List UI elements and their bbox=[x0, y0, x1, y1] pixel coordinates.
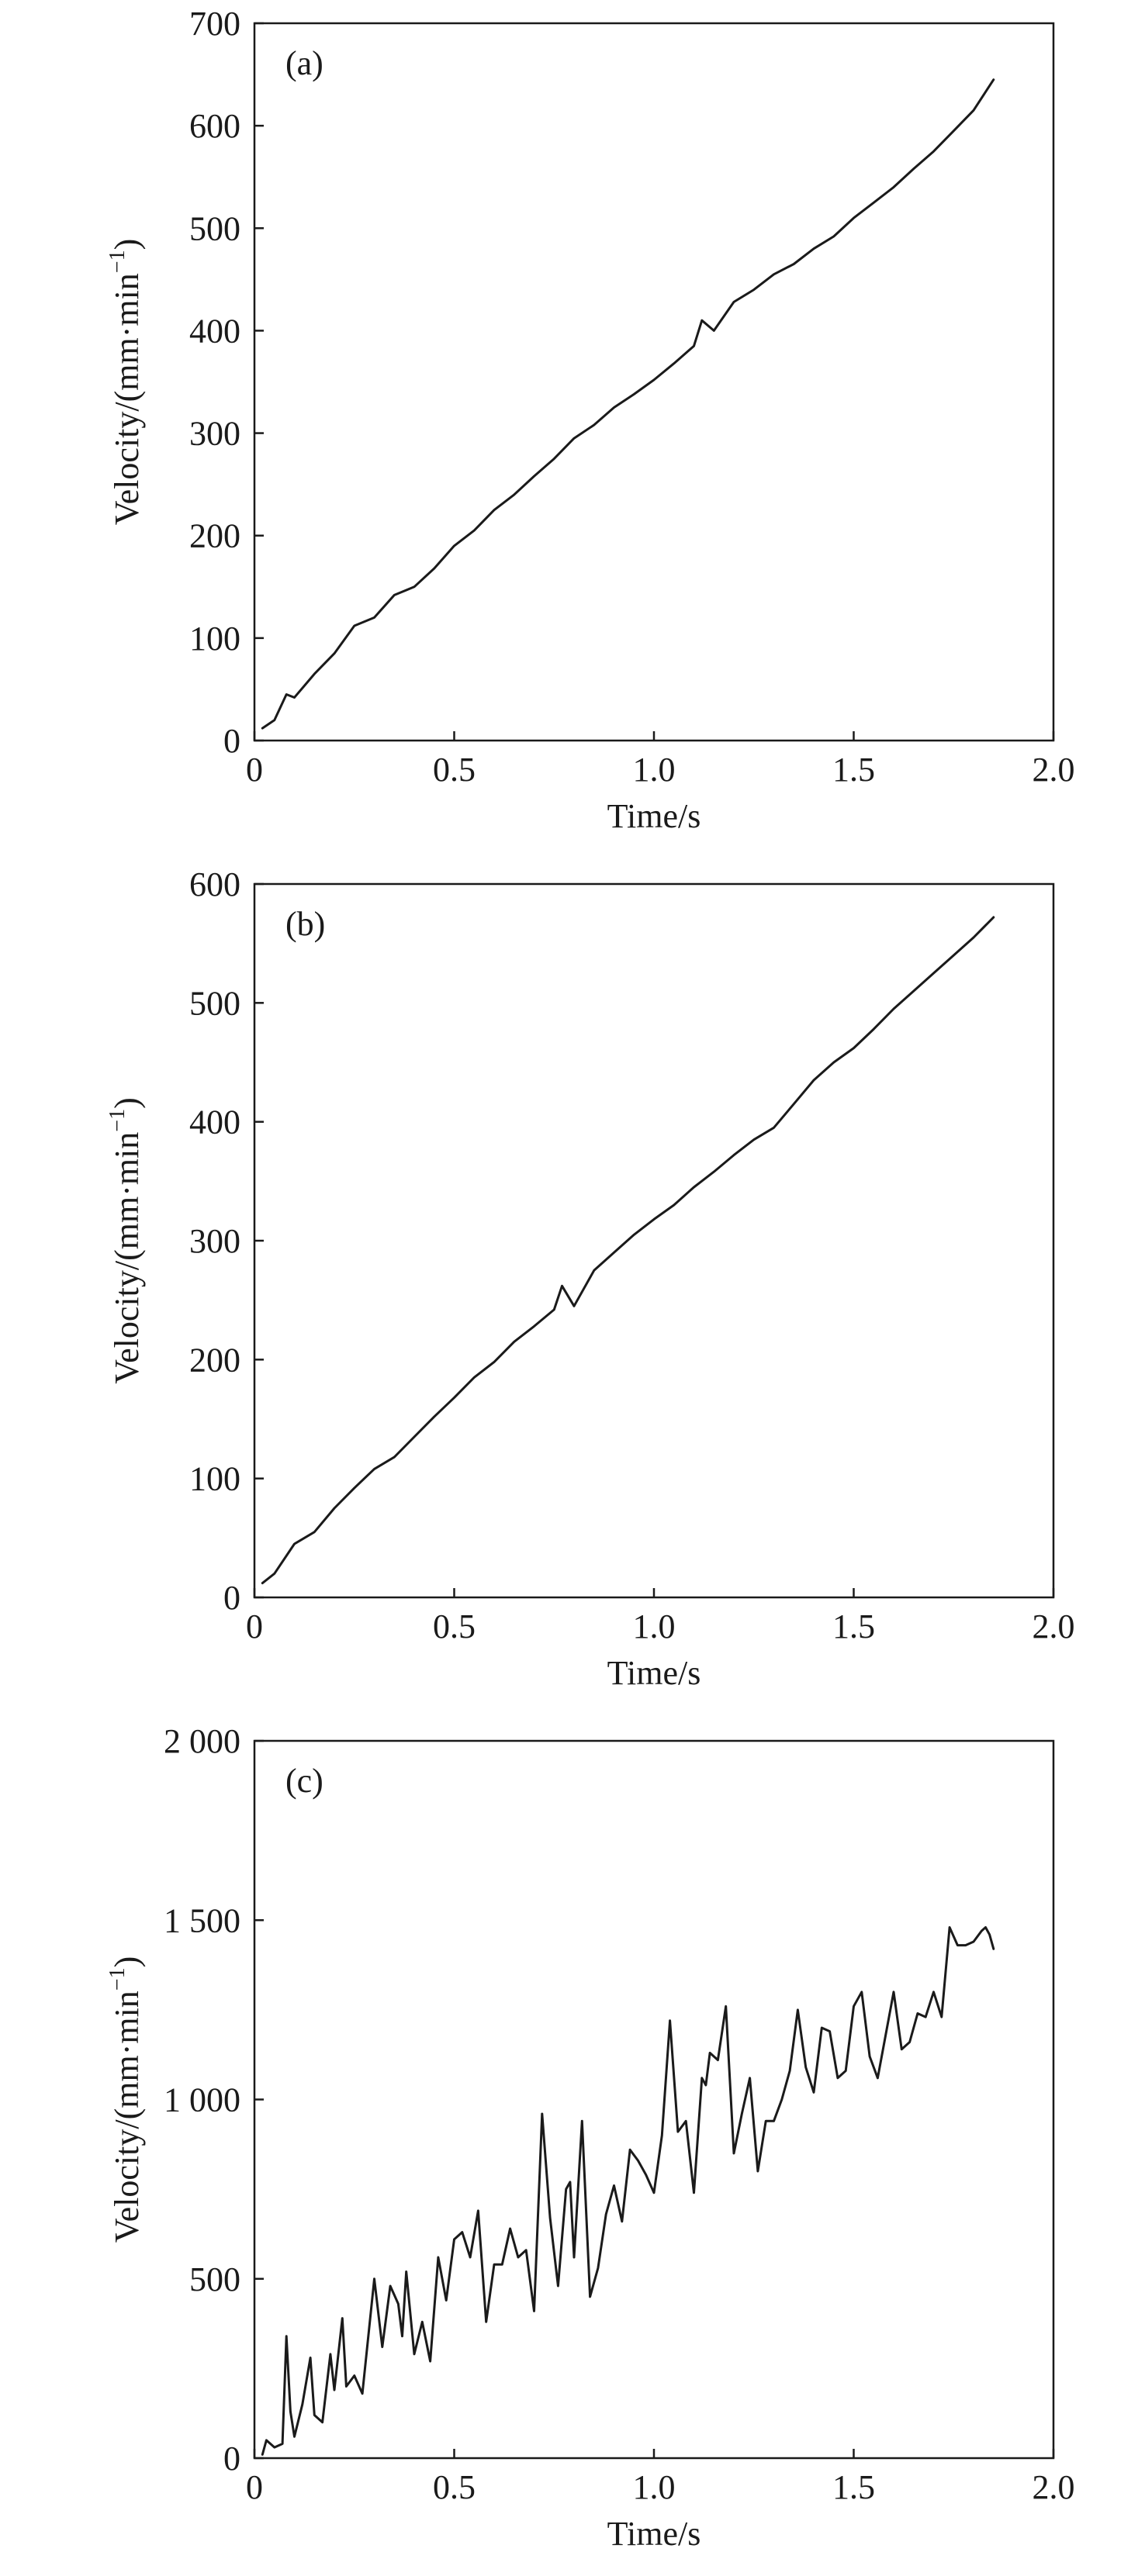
plot-frame bbox=[253, 22, 1055, 742]
y-tick-label: 100 bbox=[189, 620, 240, 658]
y-tick-label: 300 bbox=[189, 1222, 240, 1260]
panels: 0 0.5 1.0 1.5 2.0 0 100 200 300 400 500 600 700 Time/… bbox=[106, 5, 1075, 2553]
y-tick-label: 300 bbox=[189, 415, 240, 453]
chart-panel-1: 0 0.5 1.0 1.5 2.0 0 100 200 300 400 500 600 700 Time/… bbox=[106, 5, 1075, 835]
y-axis-label-sup: −1 bbox=[106, 250, 130, 273]
y-axis-label: Velocity/(mm·min−1) bbox=[106, 1097, 146, 1384]
series-line-1 bbox=[261, 78, 995, 730]
y-tick-label: 1 500 bbox=[164, 1901, 240, 1939]
y-tick-label: 100 bbox=[189, 1460, 240, 1498]
x-tick-label: 1.0 bbox=[633, 751, 676, 789]
y-tick-label: 500 bbox=[189, 2260, 240, 2298]
x-tick-label: 0.5 bbox=[433, 1607, 476, 1645]
x-axis-label: Time/s bbox=[607, 2515, 701, 2553]
y-axis-label-main: Velocity/(mm·min bbox=[108, 273, 146, 525]
y-tick-label: 400 bbox=[189, 1103, 240, 1141]
x-axis-label: Time/s bbox=[607, 1654, 701, 1692]
chart-panel-2: 0 0.5 1.0 1.5 2.0 0 100 200 300 400 500 600 Time/s Ve… bbox=[106, 865, 1075, 1692]
plot-frame bbox=[253, 882, 1055, 1599]
y-tick-label: 0 bbox=[223, 1579, 240, 1617]
y-axis-label: Velocity/(mm·min−1) bbox=[106, 1956, 146, 2243]
y-tick-label: 0 bbox=[223, 722, 240, 760]
x-tick-label: 1.5 bbox=[832, 2468, 875, 2506]
y-tick-label: 0 bbox=[223, 2440, 240, 2478]
panel-label: (c) bbox=[285, 1762, 323, 1800]
x-tick-label: 1.5 bbox=[832, 751, 875, 789]
series-line-1 bbox=[261, 1926, 995, 2456]
x-tick-label: 1.5 bbox=[832, 1607, 875, 1645]
x-tick-label: 1.0 bbox=[633, 2468, 676, 2506]
x-axis-label: Time/s bbox=[607, 797, 701, 835]
y-axis-label-close: ) bbox=[108, 239, 146, 250]
x-tick-label: 0.5 bbox=[433, 751, 476, 789]
x-tick-label: 2.0 bbox=[1033, 1607, 1075, 1645]
x-tick-label: 0.5 bbox=[433, 2468, 476, 2506]
y-tick-label: 700 bbox=[189, 5, 240, 43]
y-tick-label: 500 bbox=[189, 984, 240, 1022]
panel-label: (a) bbox=[285, 44, 323, 82]
y-axis-label-main: Velocity/(mm·min bbox=[108, 1132, 146, 1384]
panel-label: (b) bbox=[285, 905, 325, 943]
x-tick-label: 0 bbox=[246, 2468, 263, 2506]
y-axis-label-sup: −1 bbox=[106, 1109, 130, 1132]
y-tick-label: 200 bbox=[189, 517, 240, 555]
y-tick-label: 600 bbox=[189, 865, 240, 903]
x-tick-label: 2.0 bbox=[1033, 2468, 1075, 2506]
chart-panel-3: 0 0.5 1.0 1.5 2.0 0 500 1 000 1 500 2 000 Time/s Ve… bbox=[106, 1722, 1075, 2553]
plot-frame bbox=[253, 1739, 1055, 2460]
y-axis-label-close: ) bbox=[108, 1956, 146, 1968]
y-axis-label: Velocity/(mm·min−1) bbox=[106, 239, 146, 526]
x-tick-label: 0 bbox=[246, 1607, 263, 1645]
y-axis-label-close: ) bbox=[108, 1097, 146, 1109]
x-tick-label: 2.0 bbox=[1033, 751, 1075, 789]
y-tick-label: 1 000 bbox=[164, 2081, 240, 2119]
y-tick-label: 400 bbox=[189, 312, 240, 350]
series-line-1 bbox=[261, 916, 995, 1585]
y-tick-label: 2 000 bbox=[164, 1722, 240, 1760]
y-axis-label-main: Velocity/(mm·min bbox=[108, 1991, 146, 2243]
x-tick-label: 1.0 bbox=[633, 1607, 676, 1645]
y-tick-label: 500 bbox=[189, 209, 240, 247]
y-axis-label-sup: −1 bbox=[106, 1967, 130, 1991]
y-tick-label: 200 bbox=[189, 1341, 240, 1379]
y-tick-label: 600 bbox=[189, 107, 240, 145]
x-tick-label: 0 bbox=[246, 751, 263, 789]
